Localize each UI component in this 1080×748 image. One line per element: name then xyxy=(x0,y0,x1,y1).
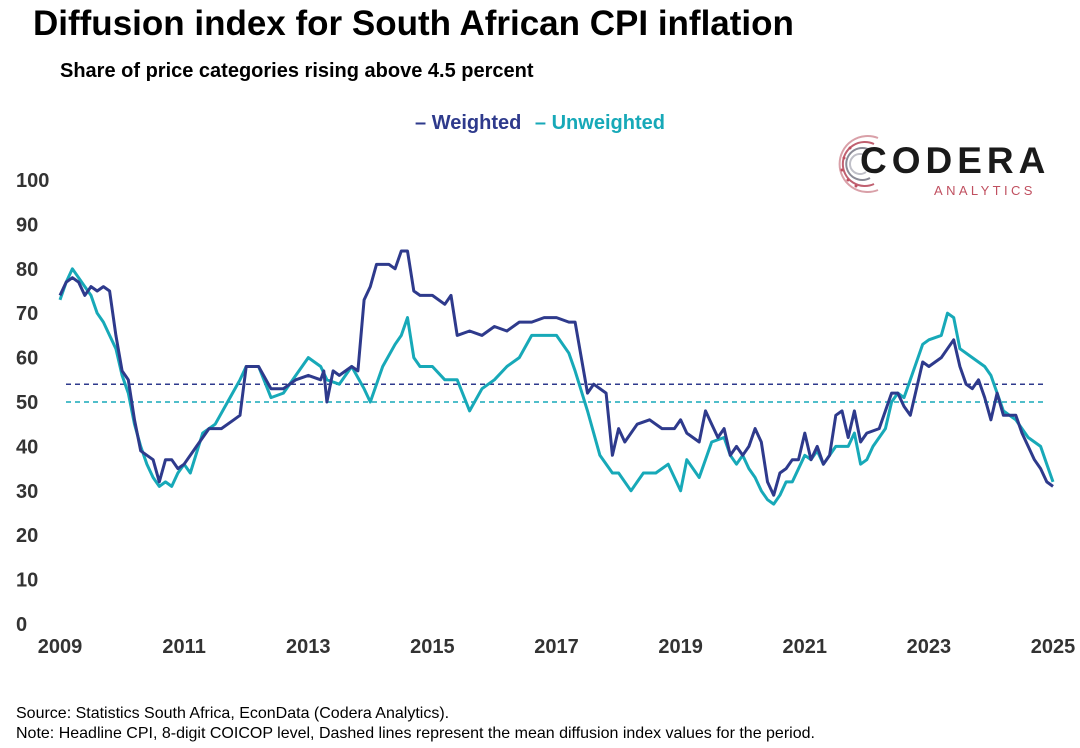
legend: – Weighted – Unweighted xyxy=(0,112,1080,135)
logo-arc-icon xyxy=(838,135,879,193)
x-tick-label: 2021 xyxy=(783,636,828,658)
series-line-unweighted xyxy=(58,267,1055,506)
y-tick-label: 40 xyxy=(16,436,38,458)
legend-item-weighted: – Weighted xyxy=(415,112,521,135)
y-tick-label: 10 xyxy=(16,570,38,592)
source-text: Source: Statistics South Africa, EconDat… xyxy=(16,705,450,722)
legend-label-weighted: Weighted xyxy=(431,112,522,134)
series-line-weighted xyxy=(58,249,1054,497)
y-tick-label: 100 xyxy=(16,170,49,192)
x-tick-label: 2011 xyxy=(162,636,205,658)
x-tick-label: 2017 xyxy=(534,636,579,658)
x-axis-ticks: 2009 2011 2013 2015 2017 2019 2021 2023 2025 xyxy=(38,636,1076,658)
x-tick-label: 2013 xyxy=(286,636,331,658)
x-tick-label: 2023 xyxy=(907,636,952,658)
y-axis-ticks: 0 10 20 30 40 50 60 70 80 90 100 xyxy=(16,170,49,636)
legend-label-unweighted: Unweighted xyxy=(551,112,665,134)
x-tick-label: 2019 xyxy=(658,636,703,658)
note-text: Note: Headline CPI, 8-digit COICOP level… xyxy=(16,725,815,742)
legend-item-unweighted: – Unweighted xyxy=(535,112,665,135)
y-tick-label: 50 xyxy=(16,392,38,414)
y-tick-label: 0 xyxy=(16,614,27,636)
logo-wordmark: CODERA xyxy=(860,140,1051,181)
chart-title: Diffusion index for South African CPI in… xyxy=(33,4,794,43)
logo-subtitle: ANALYTICS xyxy=(934,183,1036,198)
y-tick-label: 60 xyxy=(16,348,38,370)
y-tick-label: 90 xyxy=(16,214,38,236)
y-tick-label: 30 xyxy=(16,481,38,503)
legend-marker-unweighted: – xyxy=(534,112,547,134)
codera-logo: CODERA ANALYTICS xyxy=(830,128,1060,200)
x-tick-label: 2009 xyxy=(38,636,83,658)
legend-marker-weighted: – xyxy=(415,112,427,134)
x-tick-label: 2025 xyxy=(1031,636,1076,658)
y-tick-label: 20 xyxy=(16,525,38,547)
chart-subtitle: Share of price categories rising above 4… xyxy=(60,60,534,82)
y-tick-label: 80 xyxy=(16,259,38,281)
y-tick-label: 70 xyxy=(16,303,38,325)
x-tick-label: 2015 xyxy=(410,636,455,658)
series-lines xyxy=(58,249,1055,506)
